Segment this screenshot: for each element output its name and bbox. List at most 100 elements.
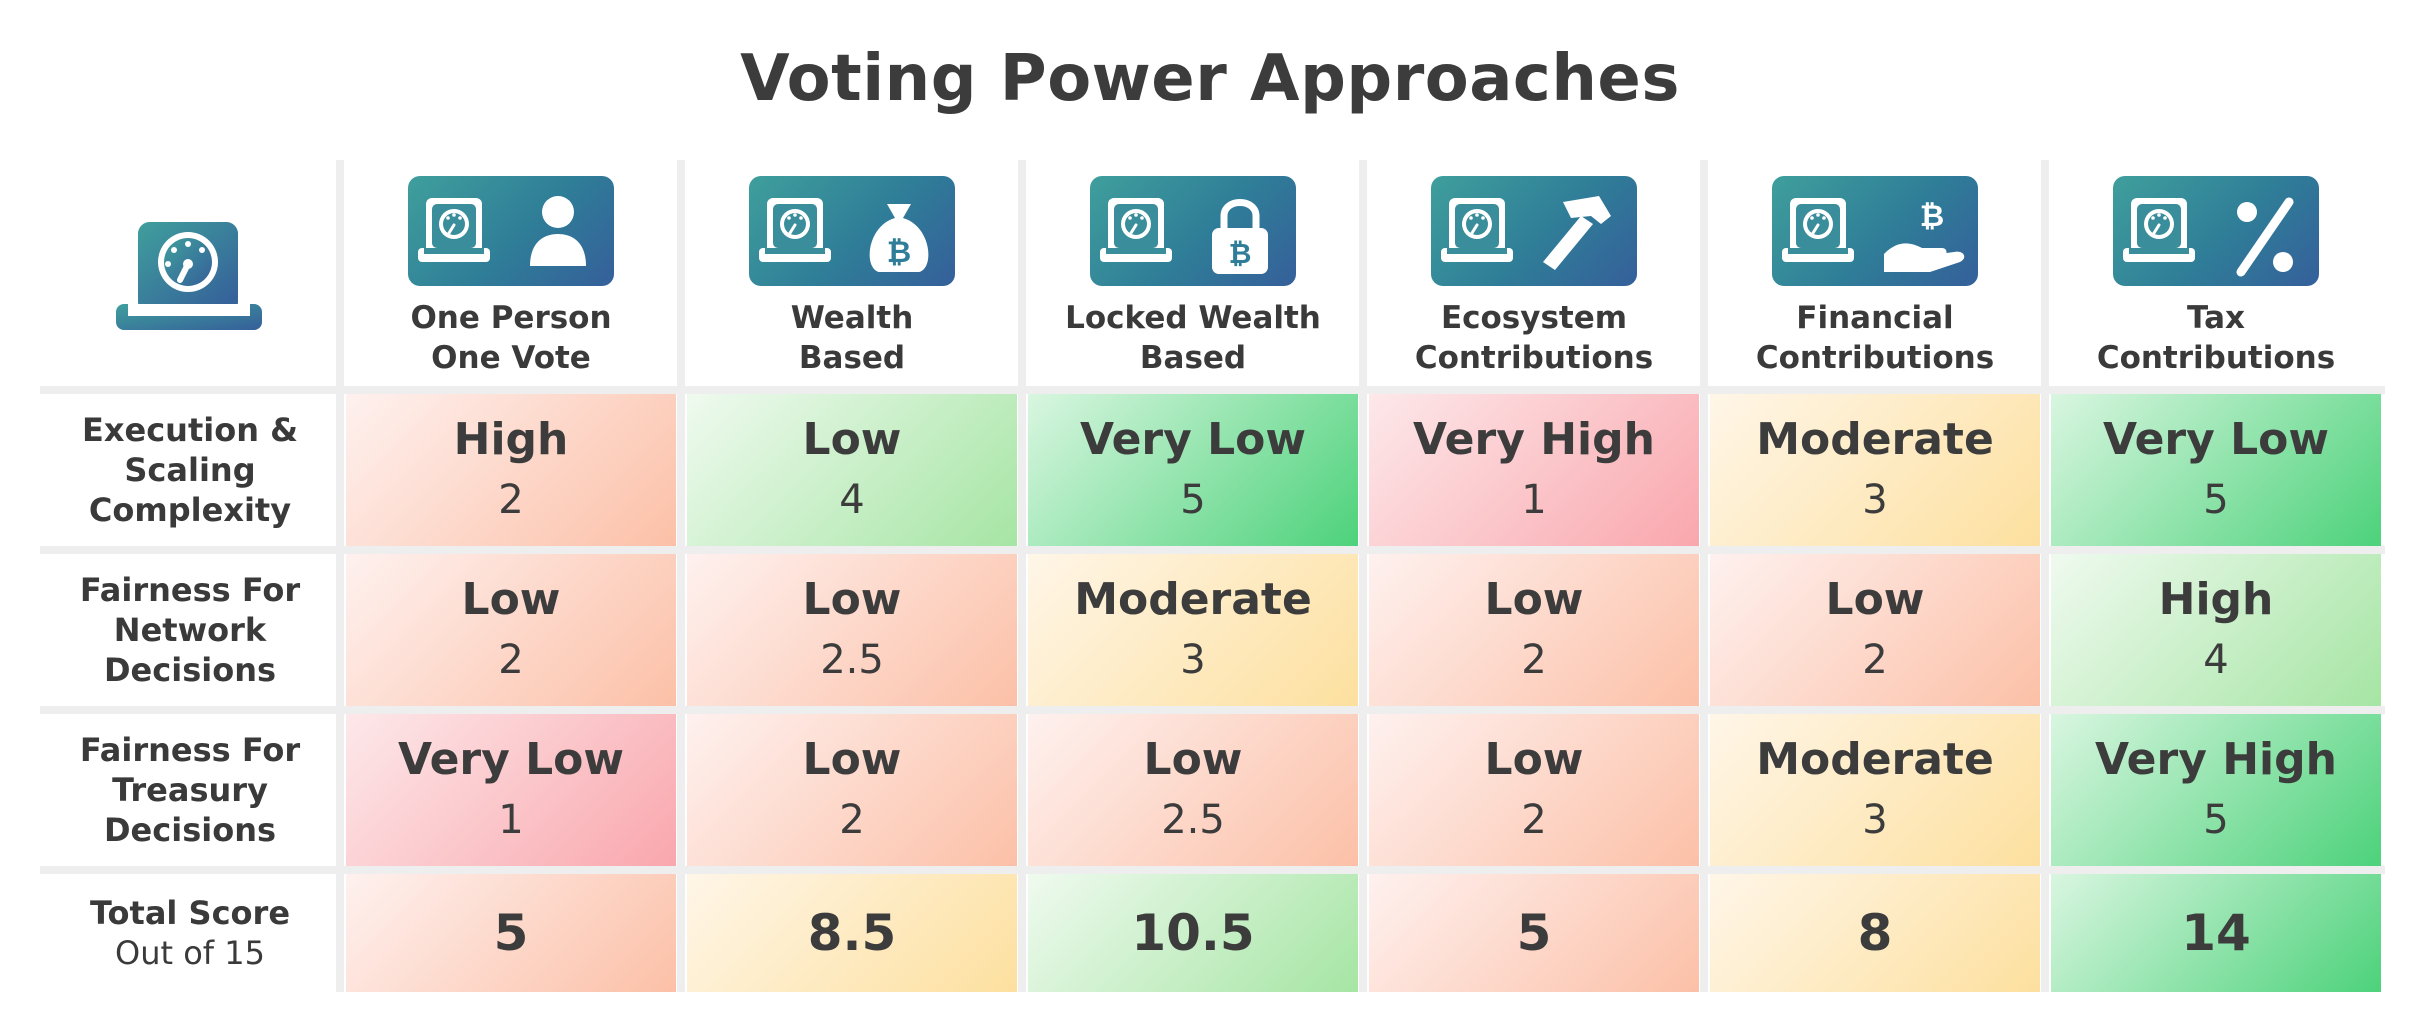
column-header-line: Contributions [1755,340,1995,376]
row-header-execution-scaling-complexity: Execution & Scaling Complexity [40,394,340,546]
score-cell: Low 2 [1710,554,2040,706]
score-value: 2 [1521,637,1547,683]
column-header-tax-contributions: Tax Contributions [2051,298,2381,378]
grid-divider [2041,160,2049,992]
total-score-cell: 8.5 [687,874,1017,992]
score-level: Low [802,734,902,785]
score-value: 2.5 [820,637,884,683]
score-value: 3 [1180,637,1206,683]
score-value: 2 [498,477,524,523]
score-level: Very High [2095,734,2337,785]
row-header-line: Complexity [88,491,292,529]
total-score-value: 8.5 [807,904,897,962]
row-header-fairness-treasury-decisions: Fairness For Treasury Decisions [40,714,340,866]
score-level: High [2158,574,2274,625]
column-header-ecosystem-contributions: Ecosystem Contributions [1369,298,1699,378]
row-header-fairness-network-decisions: Fairness For Network Decisions [40,554,340,706]
row-header-line: Treasury [112,771,268,809]
grid-divider [336,160,344,992]
grid-divider [40,866,2385,874]
total-score-value: 10.5 [1131,904,1255,962]
column-header-line: Based [1139,340,1247,376]
bitcoin-padlock-icon: ₿ [1090,176,1296,286]
svg-text:₿: ₿ [887,235,911,270]
bitcoin-money-bag-icon: ₿ [749,176,955,286]
score-level: Very High [1413,414,1655,465]
row-header-line: Scaling [124,451,256,489]
score-cell: Very Low 5 [2051,394,2381,546]
total-score-cell: 5 [1369,874,1699,992]
column-header-line: Locked Wealth [1065,300,1321,336]
score-level: Low [1484,734,1584,785]
score-value: 2 [498,637,524,683]
row-header-line: Fairness For [79,731,301,769]
total-score-value: 8 [1857,904,1893,962]
score-value: 1 [498,797,524,843]
total-score-cell: 14 [2051,874,2381,992]
score-level: Low [1484,574,1584,625]
grid-divider [40,706,2385,714]
score-cell: Low 2 [1369,714,1699,866]
column-header-line: Ecosystem [1440,300,1628,336]
score-level: High [453,414,569,465]
score-cell: Moderate 3 [1710,394,2040,546]
total-score-cell: 8 [1710,874,2040,992]
score-value: 3 [1862,477,1888,523]
grid-divider [677,160,685,992]
score-level: Very Low [2102,414,2330,465]
total-score-sublabel: Out of 15 [115,934,265,972]
score-cell: Very Low 5 [1028,394,1358,546]
total-score-cell: 10.5 [1028,874,1358,992]
column-header-line: Tax [2186,300,2246,336]
score-cell: Low 2 [1369,554,1699,706]
score-cell: Low 2.5 [687,554,1017,706]
score-cell: Very High 1 [1369,394,1699,546]
score-value: 5 [2203,477,2229,523]
row-header-line: Decisions [103,651,277,689]
grid-divider [1018,160,1026,992]
score-level: Low [1143,734,1243,785]
total-score-value: 5 [493,904,529,962]
score-value: 4 [839,477,865,523]
score-cell: Low 2 [687,714,1017,866]
score-level: Moderate [1756,414,1994,465]
score-value: 5 [2203,797,2229,843]
total-score-label: Total Score [89,894,291,932]
score-level: Moderate [1074,574,1312,625]
grid-divider [1359,160,1367,992]
score-level: Low [802,574,902,625]
score-value: 3 [1862,797,1888,843]
grid-divider [40,546,2385,554]
percent-icon [2113,176,2319,286]
column-header-wealth-based: Wealth Based [687,298,1017,378]
column-header-financial-contributions: Financial Contributions [1710,298,2040,378]
total-score-cell: 5 [346,874,676,992]
score-cell: Low 2 [346,554,676,706]
column-header-line: Contributions [1414,340,1654,376]
score-value: 5 [1180,477,1206,523]
score-value: 1 [1521,477,1547,523]
column-header-locked-wealth-based: Locked Wealth Based [1028,298,1358,378]
row-header-line: Fairness For [79,571,301,609]
score-cell: Low 4 [687,394,1017,546]
grid-divider [40,386,2385,394]
score-cell: Very High 5 [2051,714,2381,866]
score-cell: Very Low 1 [346,714,676,866]
total-score-value: 14 [2181,904,2251,962]
column-header-line: One Vote [431,340,591,376]
score-level: Low [461,574,561,625]
column-header-line: Contributions [2096,340,2336,376]
row-header-line: Execution & [81,411,299,449]
row-header-line: Decisions [103,811,277,849]
score-value: 2.5 [1161,797,1225,843]
row-header-line: Network [113,611,267,649]
score-cell: Moderate 3 [1710,714,2040,866]
hammer-icon [1431,176,1637,286]
gauge-icon [116,218,262,338]
score-cell: Moderate 3 [1028,554,1358,706]
svg-text:₿: ₿ [1229,237,1252,270]
person-icon [408,176,614,286]
score-cell: High 4 [2051,554,2381,706]
score-value: 4 [2203,637,2229,683]
bitcoin-hand-icon: ₿ [1772,176,1978,286]
